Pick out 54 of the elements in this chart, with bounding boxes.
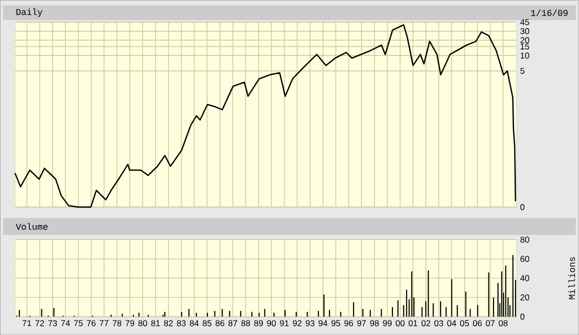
x-tick-label: 79: [126, 320, 134, 326]
y-tick-label: 80: [520, 236, 530, 243]
x-tick-label: 98: [370, 320, 379, 326]
x-tick-label: 81: [151, 320, 160, 326]
x-tick-label: 97: [357, 320, 366, 326]
x-tick-label: 87: [228, 320, 238, 326]
x-tick-label: 80: [138, 320, 148, 326]
x-tick-label: 00: [396, 320, 405, 326]
y-tick-label: 5: [520, 68, 524, 74]
x-tick-label: 77: [100, 320, 108, 326]
x-tick-label: 02: [422, 320, 430, 326]
x-tick-label: 08: [498, 320, 508, 326]
x-tick-label: 96: [344, 320, 354, 326]
x-tick-label: 91: [280, 320, 289, 326]
x-tick-label: 95: [331, 320, 340, 326]
x-tick-label: 82: [164, 320, 173, 326]
x-tick-label: 84: [190, 320, 199, 326]
x-tick-label: 03: [434, 320, 444, 326]
x-tick-label: 88: [241, 320, 250, 326]
y-tick-label: 45: [520, 19, 530, 26]
x-tick-label: 92: [292, 320, 302, 326]
x-tick-label: 83: [176, 320, 186, 326]
y-tick-label: 40: [520, 275, 530, 282]
x-tick-label: 07: [486, 320, 495, 326]
x-tick-label: 86: [216, 320, 224, 326]
x-tick-label: 85: [202, 320, 212, 326]
y-tick-label: 15: [520, 44, 530, 50]
x-tick-label: 94: [318, 320, 328, 326]
y-tick-label: 10: [520, 52, 530, 58]
chart-title: Daily: [16, 8, 42, 17]
y-tick-label: 20: [520, 294, 530, 300]
x-tick-label: 73: [48, 320, 57, 326]
x-tick-label: 72: [35, 320, 44, 326]
y-tick-label: 30: [520, 28, 530, 34]
x-tick-label: 06: [473, 320, 482, 326]
x-tick-label: 05: [460, 320, 469, 326]
x-tick-label: 90: [267, 320, 276, 326]
x-tick-label: 76: [86, 320, 96, 326]
y-tick-label: 0: [520, 314, 524, 320]
y-tick-label: 60: [520, 256, 530, 262]
x-tick-label: 01: [408, 320, 418, 326]
x-tick-label: 89: [254, 320, 263, 326]
text: 1/16/09: [531, 9, 568, 16]
x-tick-label: 71: [22, 320, 32, 326]
y-tick-label: 0: [520, 204, 524, 210]
x-tick-label: 99: [382, 320, 392, 326]
y-tick-label: 20: [520, 37, 530, 44]
y-axis-title: Millions: [568, 257, 576, 300]
x-tick-label: 93: [306, 320, 314, 326]
x-tick-label: 04: [447, 320, 456, 326]
chart-title: Volume: [16, 223, 48, 230]
x-tick-label: 75: [74, 320, 83, 326]
x-tick-label: 74: [61, 320, 70, 326]
x-tick-label: 78: [112, 320, 122, 326]
